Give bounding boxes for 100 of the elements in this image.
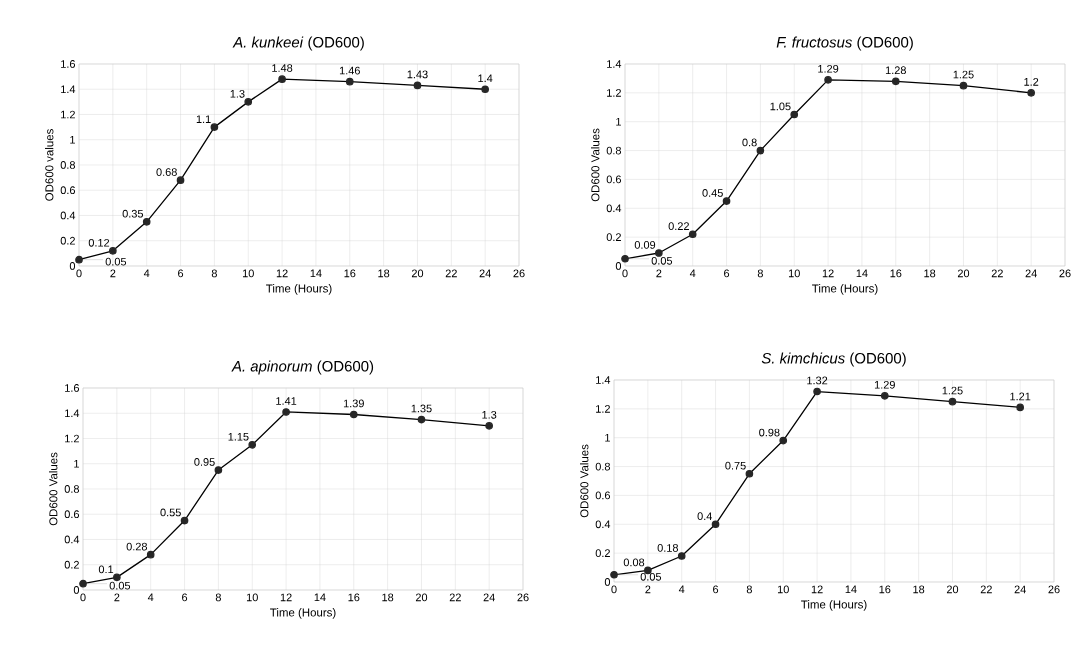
x-tick-label: 24 <box>479 269 491 278</box>
data-label: 0.4 <box>697 512 713 521</box>
y-tick-label: 0.6 <box>60 186 76 195</box>
x-tick-label: 18 <box>924 269 936 278</box>
x-axis-title: Time (Hours) <box>270 608 336 619</box>
point <box>481 85 489 94</box>
point <box>75 255 83 264</box>
data-label: 0.09 <box>634 241 656 249</box>
chart-title: S. kimchicus (OD600) <box>761 352 906 367</box>
x-tick-label: 4 <box>678 585 685 594</box>
y-axis-title: OD600 Values <box>591 128 600 202</box>
data-label: 1.43 <box>407 70 428 79</box>
data-label: 0.68 <box>156 168 177 176</box>
x-tick-label: 24 <box>1025 269 1037 278</box>
x-tick-label: 6 <box>178 269 184 278</box>
data-label: 0.45 <box>702 189 723 197</box>
y-tick-label: 1.2 <box>65 434 79 443</box>
data-label: 0.08 <box>623 558 645 567</box>
x-tick-label: 10 <box>777 585 789 594</box>
point <box>880 392 889 400</box>
point <box>790 110 799 119</box>
x-tick-label: 12 <box>811 585 823 594</box>
chart-title: A. kunkeei (OD600) <box>232 36 364 51</box>
y-tick-label: 1.2 <box>607 89 621 97</box>
x-tick-label: 12 <box>280 593 292 602</box>
y-tick-label: 0.8 <box>60 161 76 169</box>
y-tick-label: 0.8 <box>595 462 611 471</box>
point <box>349 410 358 419</box>
point <box>891 77 900 86</box>
point <box>210 123 219 131</box>
x-tick-label: 2 <box>656 269 662 278</box>
x-tick-label: 8 <box>757 269 763 278</box>
data-label: 1.46 <box>339 66 360 75</box>
x-tick-label: 14 <box>310 269 322 278</box>
x-tick-label: 22 <box>449 593 461 602</box>
point <box>417 415 426 424</box>
point <box>1016 403 1024 412</box>
point <box>813 387 821 396</box>
point <box>688 230 697 239</box>
x-tick-label: 22 <box>991 269 1003 278</box>
point <box>677 552 686 560</box>
data-label: 0.75 <box>725 461 746 470</box>
y-tick-label: 1.4 <box>607 60 622 68</box>
x-tick-label: 2 <box>645 585 651 594</box>
data-label: 0.18 <box>657 544 679 552</box>
y-tick-label: 0.4 <box>595 520 611 529</box>
x-tick-label: 2 <box>114 593 120 602</box>
data-label: 0.35 <box>122 209 144 218</box>
data-label: 1.25 <box>942 386 963 395</box>
y-tick-label: 0.8 <box>606 146 622 155</box>
y-axis-title: OD600 Values <box>580 444 589 518</box>
y-tick-label: 1.2 <box>596 405 610 413</box>
data-label: 0.1 <box>98 565 114 574</box>
x-tick-label: 20 <box>957 269 970 278</box>
x-tick-label: 8 <box>746 585 752 594</box>
data-label: 1.29 <box>874 380 895 389</box>
x-tick-label: 4 <box>143 269 150 278</box>
data-label: 0.12 <box>88 238 110 247</box>
data-label: 1.35 <box>411 404 432 413</box>
x-tick-label: 20 <box>415 593 428 602</box>
data-label: 1.28 <box>885 66 906 75</box>
y-tick-label: 0.4 <box>60 211 76 220</box>
point <box>1027 89 1035 97</box>
point <box>282 408 290 416</box>
y-tick-label: 0.2 <box>64 560 79 569</box>
data-label: 0.55 <box>160 508 181 517</box>
x-axis-title: Time (Hours) <box>812 284 878 295</box>
data-label: 0.98 <box>759 428 780 437</box>
point <box>244 98 253 106</box>
y-tick-label: 0.2 <box>606 233 621 242</box>
y-tick-label: 1.6 <box>65 384 80 392</box>
point <box>610 570 618 579</box>
x-tick-label: 10 <box>242 269 254 278</box>
point <box>142 217 151 226</box>
data-label: 1.2 <box>1024 78 1039 86</box>
x-tick-label: 20 <box>946 585 959 594</box>
x-axis-title: Time (Hours) <box>266 284 332 295</box>
point <box>109 247 117 255</box>
data-label: 0.95 <box>194 458 215 466</box>
point <box>485 422 493 430</box>
y-tick-label: 0 <box>69 262 76 270</box>
point <box>413 81 422 90</box>
x-tick-label: 0 <box>622 269 628 278</box>
y-tick-label: 0.6 <box>595 491 611 500</box>
x-tick-label: 6 <box>713 585 719 594</box>
data-label: 0.28 <box>126 542 148 551</box>
point <box>824 76 832 84</box>
x-tick-label: 26 <box>517 593 529 602</box>
x-tick-label: 6 <box>724 269 730 278</box>
point <box>146 550 155 559</box>
point <box>655 249 663 257</box>
y-tick-label: 0.2 <box>60 236 75 245</box>
x-tick-label: 10 <box>246 593 258 602</box>
y-tick-label: 0 <box>615 262 622 270</box>
point <box>959 81 968 90</box>
y-tick-label: 1 <box>74 459 79 468</box>
data-label: 1.4 <box>478 74 493 83</box>
data-label: 0.05 <box>105 257 127 266</box>
point <box>176 176 185 184</box>
x-tick-label: 26 <box>1048 585 1060 594</box>
